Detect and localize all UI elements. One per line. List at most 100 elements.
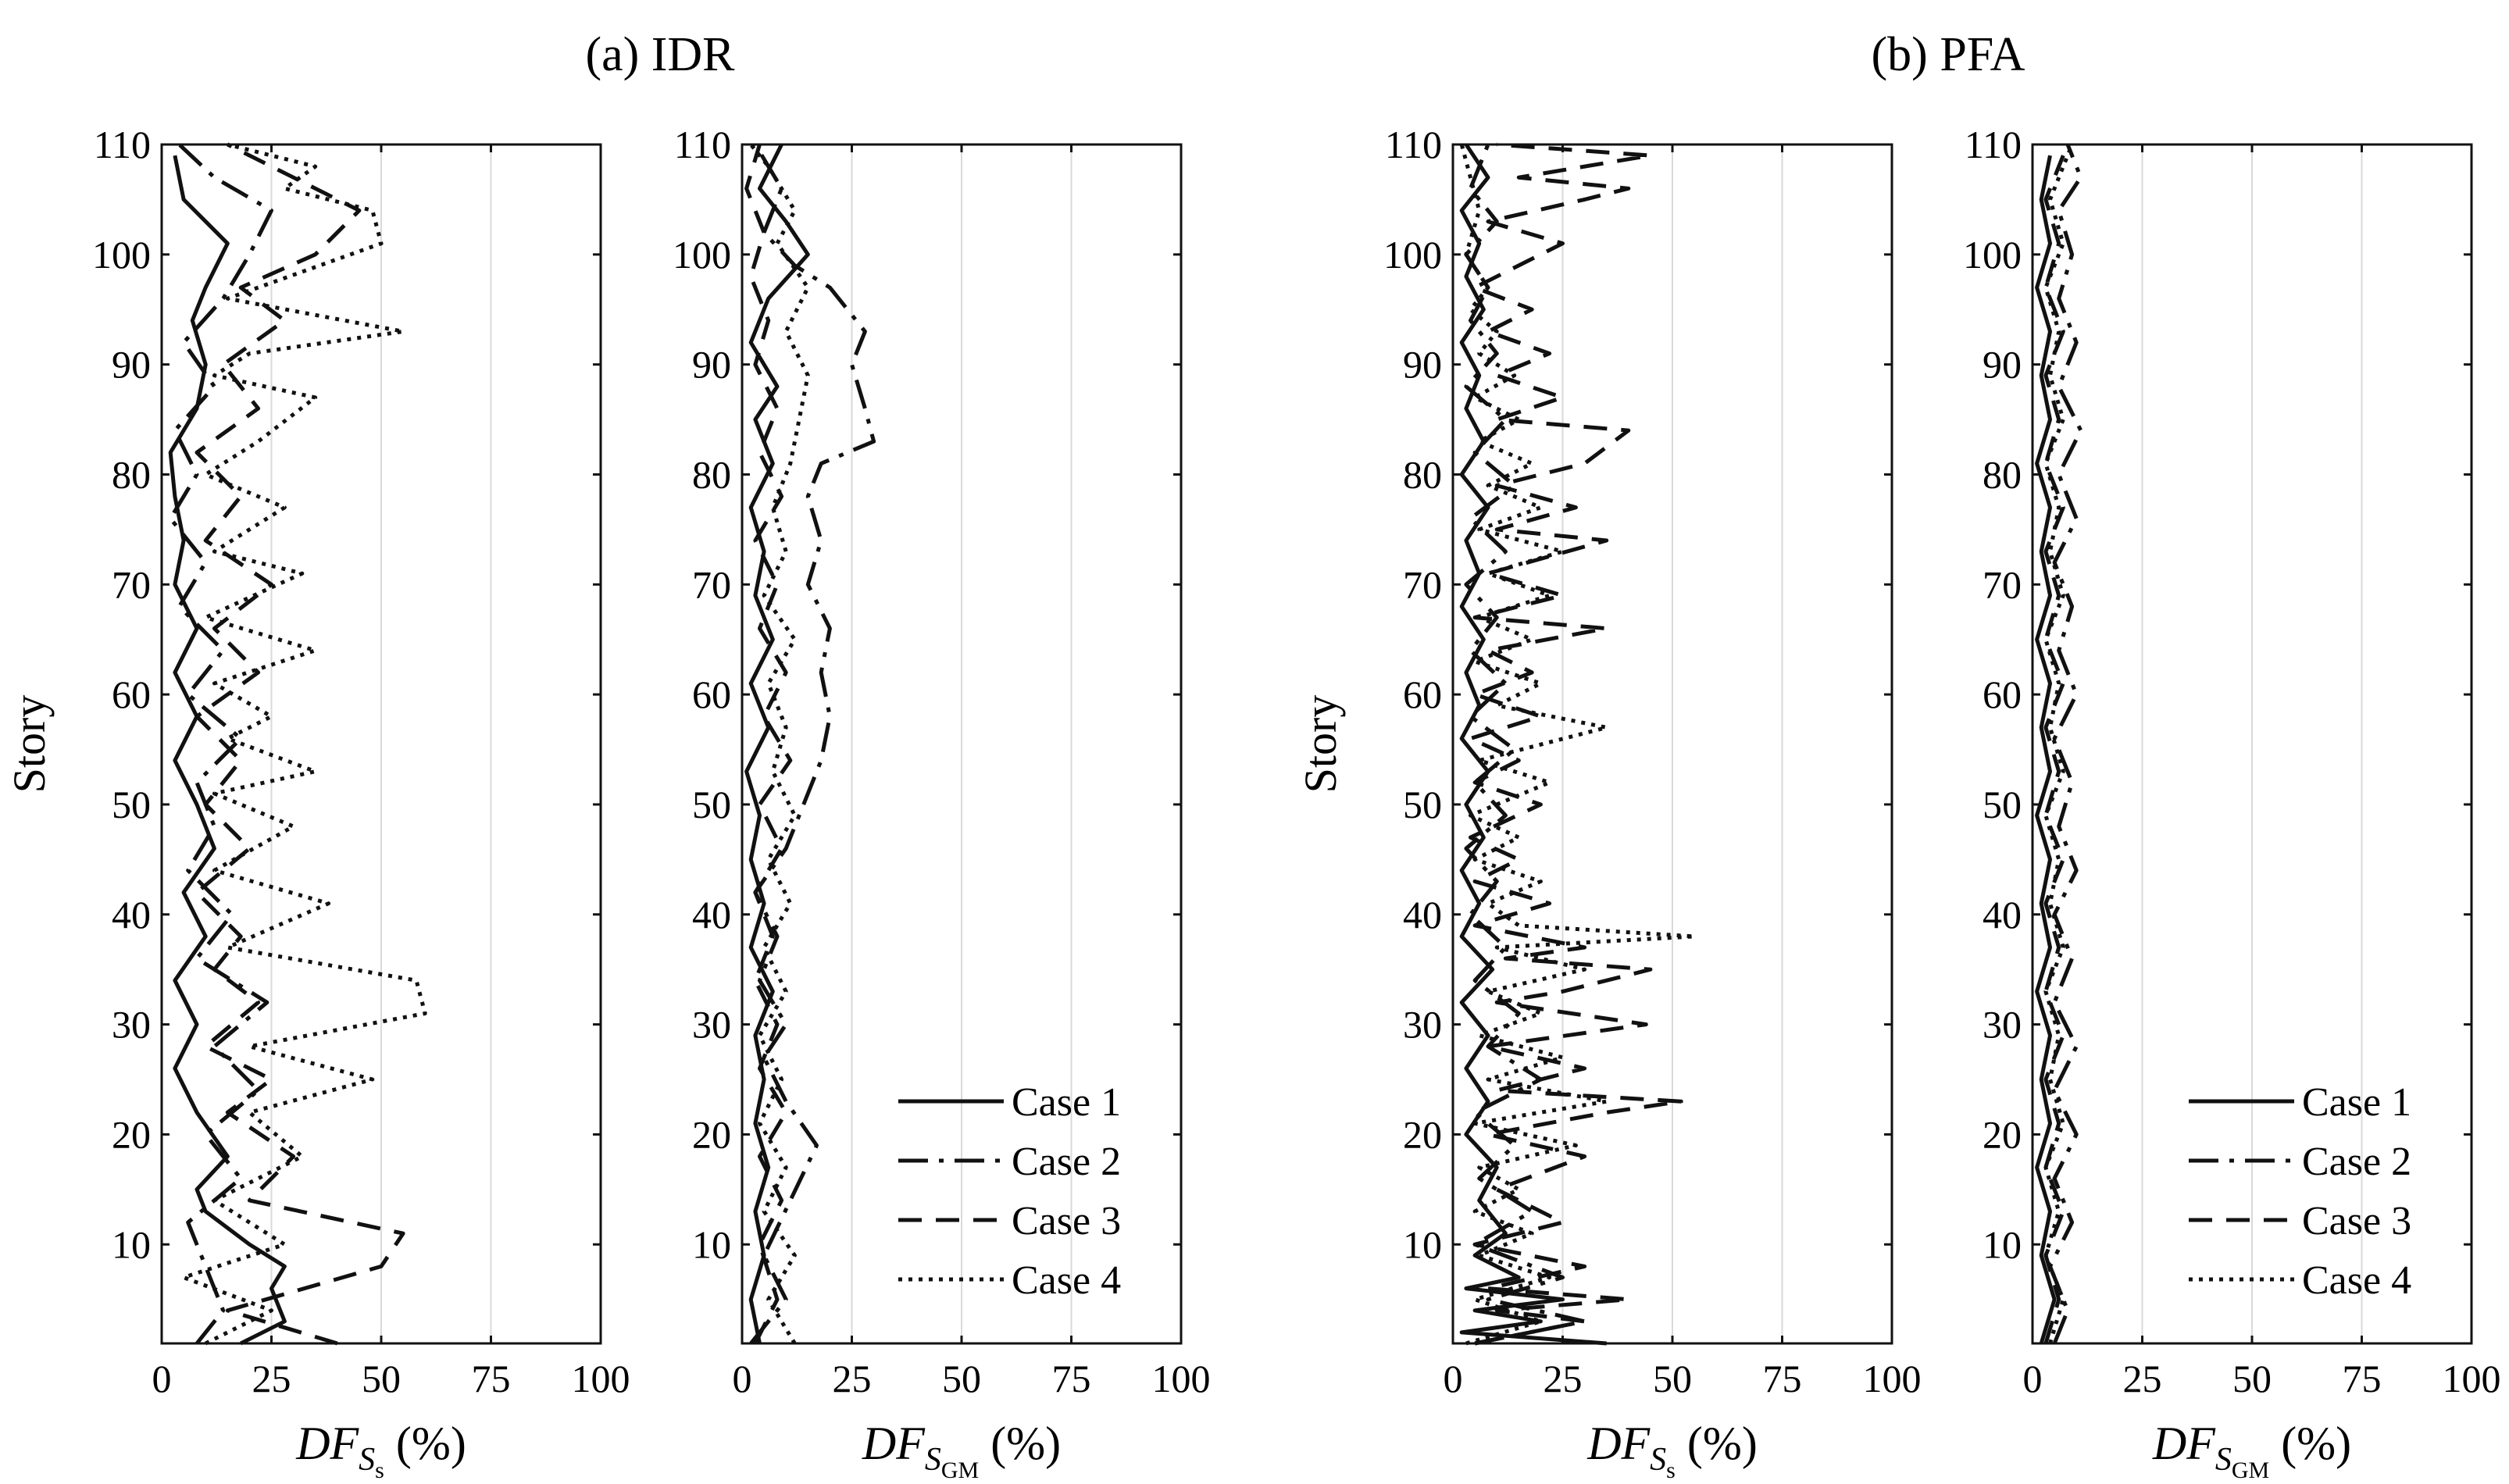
legend-label-case-2: Case 2: [1012, 1140, 1121, 1184]
y-tick-label: 100: [92, 233, 151, 276]
legend-label-case-1: Case 1: [2302, 1080, 2411, 1125]
x-axis-label: DFSGM (%): [862, 1418, 1061, 1483]
series-line-case-3: [744, 144, 793, 1345]
y-tick-label: 40: [692, 893, 731, 936]
y-tick-label: 30: [1983, 1003, 2022, 1047]
x-tick-label: 0: [152, 1357, 172, 1400]
x-tick-label: 100: [1863, 1357, 1922, 1400]
group-title-idr: (a) IDR: [585, 28, 735, 81]
panel-1: 0 25 50 75 100 10 20 30 40 50 60 70 80 90 100 110 DFSs (…: [4, 123, 630, 1483]
y-axis-label: Story: [1295, 695, 1346, 794]
x-tick-label: 50: [942, 1357, 981, 1400]
y-tick-label: 10: [1983, 1222, 2022, 1266]
y-tick-label: 90: [692, 343, 731, 387]
series-line-case-2: [168, 143, 273, 1345]
y-tick-label: 90: [1983, 343, 2022, 387]
x-axis-label: DFSs (%): [295, 1418, 466, 1483]
y-tick-label: 10: [112, 1222, 151, 1266]
legend-label-case-1: Case 1: [1012, 1080, 1121, 1125]
legend-label-case-2: Case 2: [2302, 1140, 2411, 1184]
y-tick-label: 110: [94, 123, 151, 166]
y-tick-label: 60: [692, 672, 731, 716]
y-tick-label: 70: [1983, 562, 2022, 606]
x-tick-label: 0: [2023, 1357, 2043, 1400]
y-tick-label: 80: [692, 452, 731, 496]
y-tick-label: 80: [1983, 452, 2022, 496]
series-line-case-1: [1459, 143, 1607, 1346]
y-tick-label: 10: [1403, 1222, 1442, 1266]
x-tick-label: 50: [362, 1357, 401, 1400]
x-tick-label: 100: [2443, 1357, 2501, 1400]
group-title-pfa: (b) PFA: [1872, 28, 2025, 81]
y-tick-label: 90: [112, 343, 151, 387]
y-tick-label: 30: [112, 1003, 151, 1047]
y-tick-label: 70: [1403, 562, 1442, 606]
y-tick-label: 50: [1983, 783, 2022, 826]
series-line-case-3: [2043, 155, 2065, 1344]
y-tick-label: 50: [112, 783, 151, 826]
legend: Case 1 Case 2 Case 3 Case 4: [2189, 1080, 2411, 1303]
x-tick-label: 75: [1052, 1357, 1091, 1400]
x-tick-label: 25: [1544, 1357, 1583, 1400]
y-tick-label: 40: [1983, 893, 2022, 936]
y-tick-label: 100: [1963, 233, 2022, 276]
x-tick-label: 75: [472, 1357, 511, 1400]
series-line-case-2: [2048, 144, 2083, 1344]
series-line-case-4: [1459, 144, 1697, 1346]
x-tick-label: 0: [1444, 1357, 1463, 1400]
y-tick-label: 50: [692, 783, 731, 826]
x-tick-label: 25: [833, 1357, 872, 1400]
y-tick-label: 60: [1403, 672, 1442, 716]
x-tick-label: 50: [1653, 1357, 1692, 1400]
series-lines: [1459, 142, 1697, 1346]
y-tick-label: 60: [1983, 672, 2022, 716]
x-tick-label: 75: [1763, 1357, 1802, 1400]
legend-label-case-3: Case 3: [2302, 1199, 2411, 1243]
y-axis-label: Story: [4, 695, 55, 794]
x-tick-label: 25: [2123, 1357, 2162, 1400]
y-tick-label: 40: [112, 893, 151, 936]
y-tick-label: 100: [1383, 233, 1442, 276]
panel-4: 0 25 50 75 100 10 20 30 40 50 60 70 80 90 100 110 DFSGM …: [1963, 123, 2501, 1483]
y-tick-label: 80: [112, 452, 151, 496]
y-tick-label: 20: [112, 1112, 151, 1156]
y-tick-label: 80: [1403, 452, 1442, 496]
x-axis-label: DFSGM (%): [2152, 1418, 2351, 1483]
y-tick-label: 20: [1983, 1112, 2022, 1156]
series-line-case-1: [2035, 155, 2057, 1344]
y-tick-label: 110: [1965, 123, 2022, 166]
series-line-case-2: [749, 143, 876, 1345]
series-lines: [744, 143, 876, 1345]
panel-3: 0 25 50 75 100 10 20 30 40 50 60 70 80 90 100 110 DFSs (…: [1295, 123, 1922, 1483]
x-tick-label: 50: [2232, 1357, 2272, 1400]
x-tick-label: 0: [733, 1357, 752, 1400]
y-tick-label: 10: [692, 1222, 731, 1266]
x-tick-label: 100: [1152, 1357, 1211, 1400]
series-line-case-4: [2043, 144, 2074, 1344]
y-tick-label: 30: [692, 1003, 731, 1047]
y-tick-label: 100: [673, 233, 731, 276]
y-tick-label: 50: [1403, 783, 1442, 826]
y-tick-label: 70: [112, 562, 151, 606]
y-tick-label: 110: [674, 123, 731, 166]
series-line-case-3: [195, 142, 405, 1346]
y-tick-label: 20: [1403, 1112, 1442, 1156]
y-tick-label: 90: [1403, 343, 1442, 387]
y-tick-label: 20: [692, 1112, 731, 1156]
x-axis-label: DFSs (%): [1586, 1418, 1758, 1483]
legend: Case 1 Case 2 Case 3 Case 4: [898, 1080, 1121, 1303]
y-tick-label: 110: [1385, 123, 1442, 166]
series-line-case-1: [168, 155, 287, 1346]
series-lines: [168, 142, 427, 1346]
y-tick-label: 30: [1403, 1003, 1442, 1047]
series-line-case-3: [1469, 142, 1683, 1346]
x-tick-label: 75: [2343, 1357, 2382, 1400]
y-tick-label: 60: [112, 672, 151, 716]
y-tick-label: 40: [1403, 893, 1442, 936]
series-line-case-1: [744, 143, 810, 1344]
legend-label-case-4: Case 4: [1012, 1258, 1121, 1303]
series-line-case-4: [749, 143, 810, 1345]
x-tick-label: 100: [572, 1357, 630, 1400]
series-lines: [2035, 144, 2083, 1344]
